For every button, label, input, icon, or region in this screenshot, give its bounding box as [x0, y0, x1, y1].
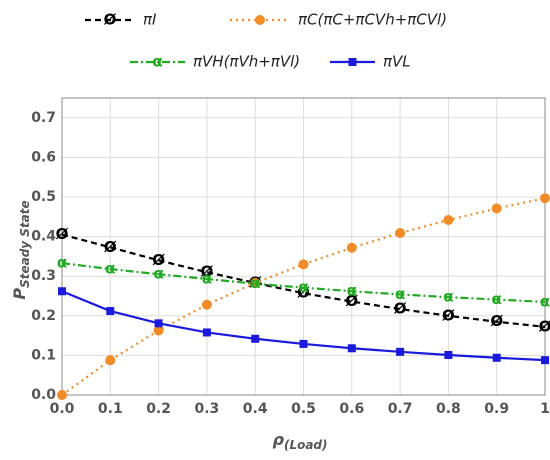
marker	[299, 339, 308, 348]
marker: Ø	[539, 317, 550, 335]
marker	[154, 319, 163, 328]
marker	[202, 328, 211, 337]
x-tick-label: 1	[540, 401, 550, 417]
marker	[396, 347, 405, 356]
marker	[443, 214, 454, 225]
marker: Ø	[56, 225, 69, 243]
marker: α	[152, 53, 162, 71]
marker	[106, 307, 115, 316]
y-axis-label: PSteady State	[10, 200, 32, 299]
marker: α	[540, 292, 550, 310]
marker: Ø	[152, 251, 165, 269]
x-label-sub: (Load)	[284, 438, 328, 452]
marker: α	[298, 278, 308, 296]
marker	[153, 325, 164, 336]
marker	[492, 353, 501, 362]
marker: α	[395, 285, 405, 303]
x-tick-label: 0.3	[194, 401, 219, 417]
marker: Ø	[104, 11, 117, 29]
x-tick-label: 0.6	[339, 401, 364, 417]
marker: α	[492, 290, 502, 308]
marker	[347, 344, 356, 353]
marker: α	[443, 288, 453, 306]
x-tick-label: 0.8	[436, 401, 461, 417]
marker	[298, 259, 309, 270]
y-label-main: P	[10, 288, 29, 300]
marker	[105, 355, 116, 366]
y-tick-label: 0.1	[31, 347, 56, 363]
x-tick-label: 0.1	[98, 401, 123, 417]
x-tick-label: 0.9	[484, 401, 509, 417]
legend-label: πI	[143, 11, 157, 29]
marker	[255, 15, 265, 25]
legend-item: πVL	[330, 53, 411, 71]
marker	[58, 287, 66, 296]
marker: Ø	[442, 306, 455, 324]
plot-frame	[61, 97, 546, 396]
marker	[346, 242, 357, 253]
marker: α	[347, 282, 357, 300]
series-line	[61, 233, 546, 328]
x-tick-label: 0.4	[243, 401, 268, 417]
marker	[348, 58, 357, 66]
x-tick-label: 0.0	[50, 401, 75, 417]
marker	[251, 334, 260, 343]
y-tick-label: 0.0	[31, 387, 56, 403]
marker	[541, 356, 549, 365]
legend-label: πVL	[383, 53, 411, 71]
marker: Ø	[104, 238, 117, 256]
y-tick-label: 0.3	[31, 268, 56, 284]
marker	[395, 228, 406, 239]
marker: Ø	[201, 263, 214, 281]
marker: Ø	[394, 300, 407, 318]
marker: Ø	[490, 312, 503, 330]
legend-item: πC(πC+πCVh+πCVl)	[230, 11, 447, 29]
series-line	[61, 262, 546, 304]
marker	[491, 203, 502, 214]
y-tick-label: 0.2	[31, 308, 56, 324]
x-tick-label: 0.5	[291, 401, 316, 417]
legend-label: πVH(πVh+πVl)	[193, 53, 300, 71]
y-tick-label: 0.6	[31, 149, 56, 165]
y-tick-label: 0.7	[31, 110, 56, 126]
marker	[201, 299, 212, 310]
marker: α	[153, 265, 163, 283]
marker: α	[105, 260, 115, 278]
marker: Ø	[345, 292, 358, 310]
marker	[540, 193, 550, 204]
marker	[57, 390, 67, 400]
y-tick-label: 0.5	[31, 189, 56, 205]
x-tick-label: 0.7	[388, 401, 413, 417]
x-axis-label: ρ(Load)	[273, 430, 328, 452]
marker: α	[57, 254, 67, 272]
y-label-sub: Steady State	[18, 200, 32, 288]
legend-item: α πVH(πVh+πVl)	[130, 53, 300, 71]
legend-label: πC(πC+πCVh+πCVl)	[298, 11, 447, 29]
x-label-main: ρ	[273, 430, 285, 449]
y-tick-label: 0.4	[31, 229, 56, 245]
series-line	[61, 197, 546, 396]
marker	[444, 351, 453, 360]
marker: α	[202, 269, 212, 287]
x-tick-label: 0.2	[146, 401, 171, 417]
marker: α	[250, 274, 260, 292]
